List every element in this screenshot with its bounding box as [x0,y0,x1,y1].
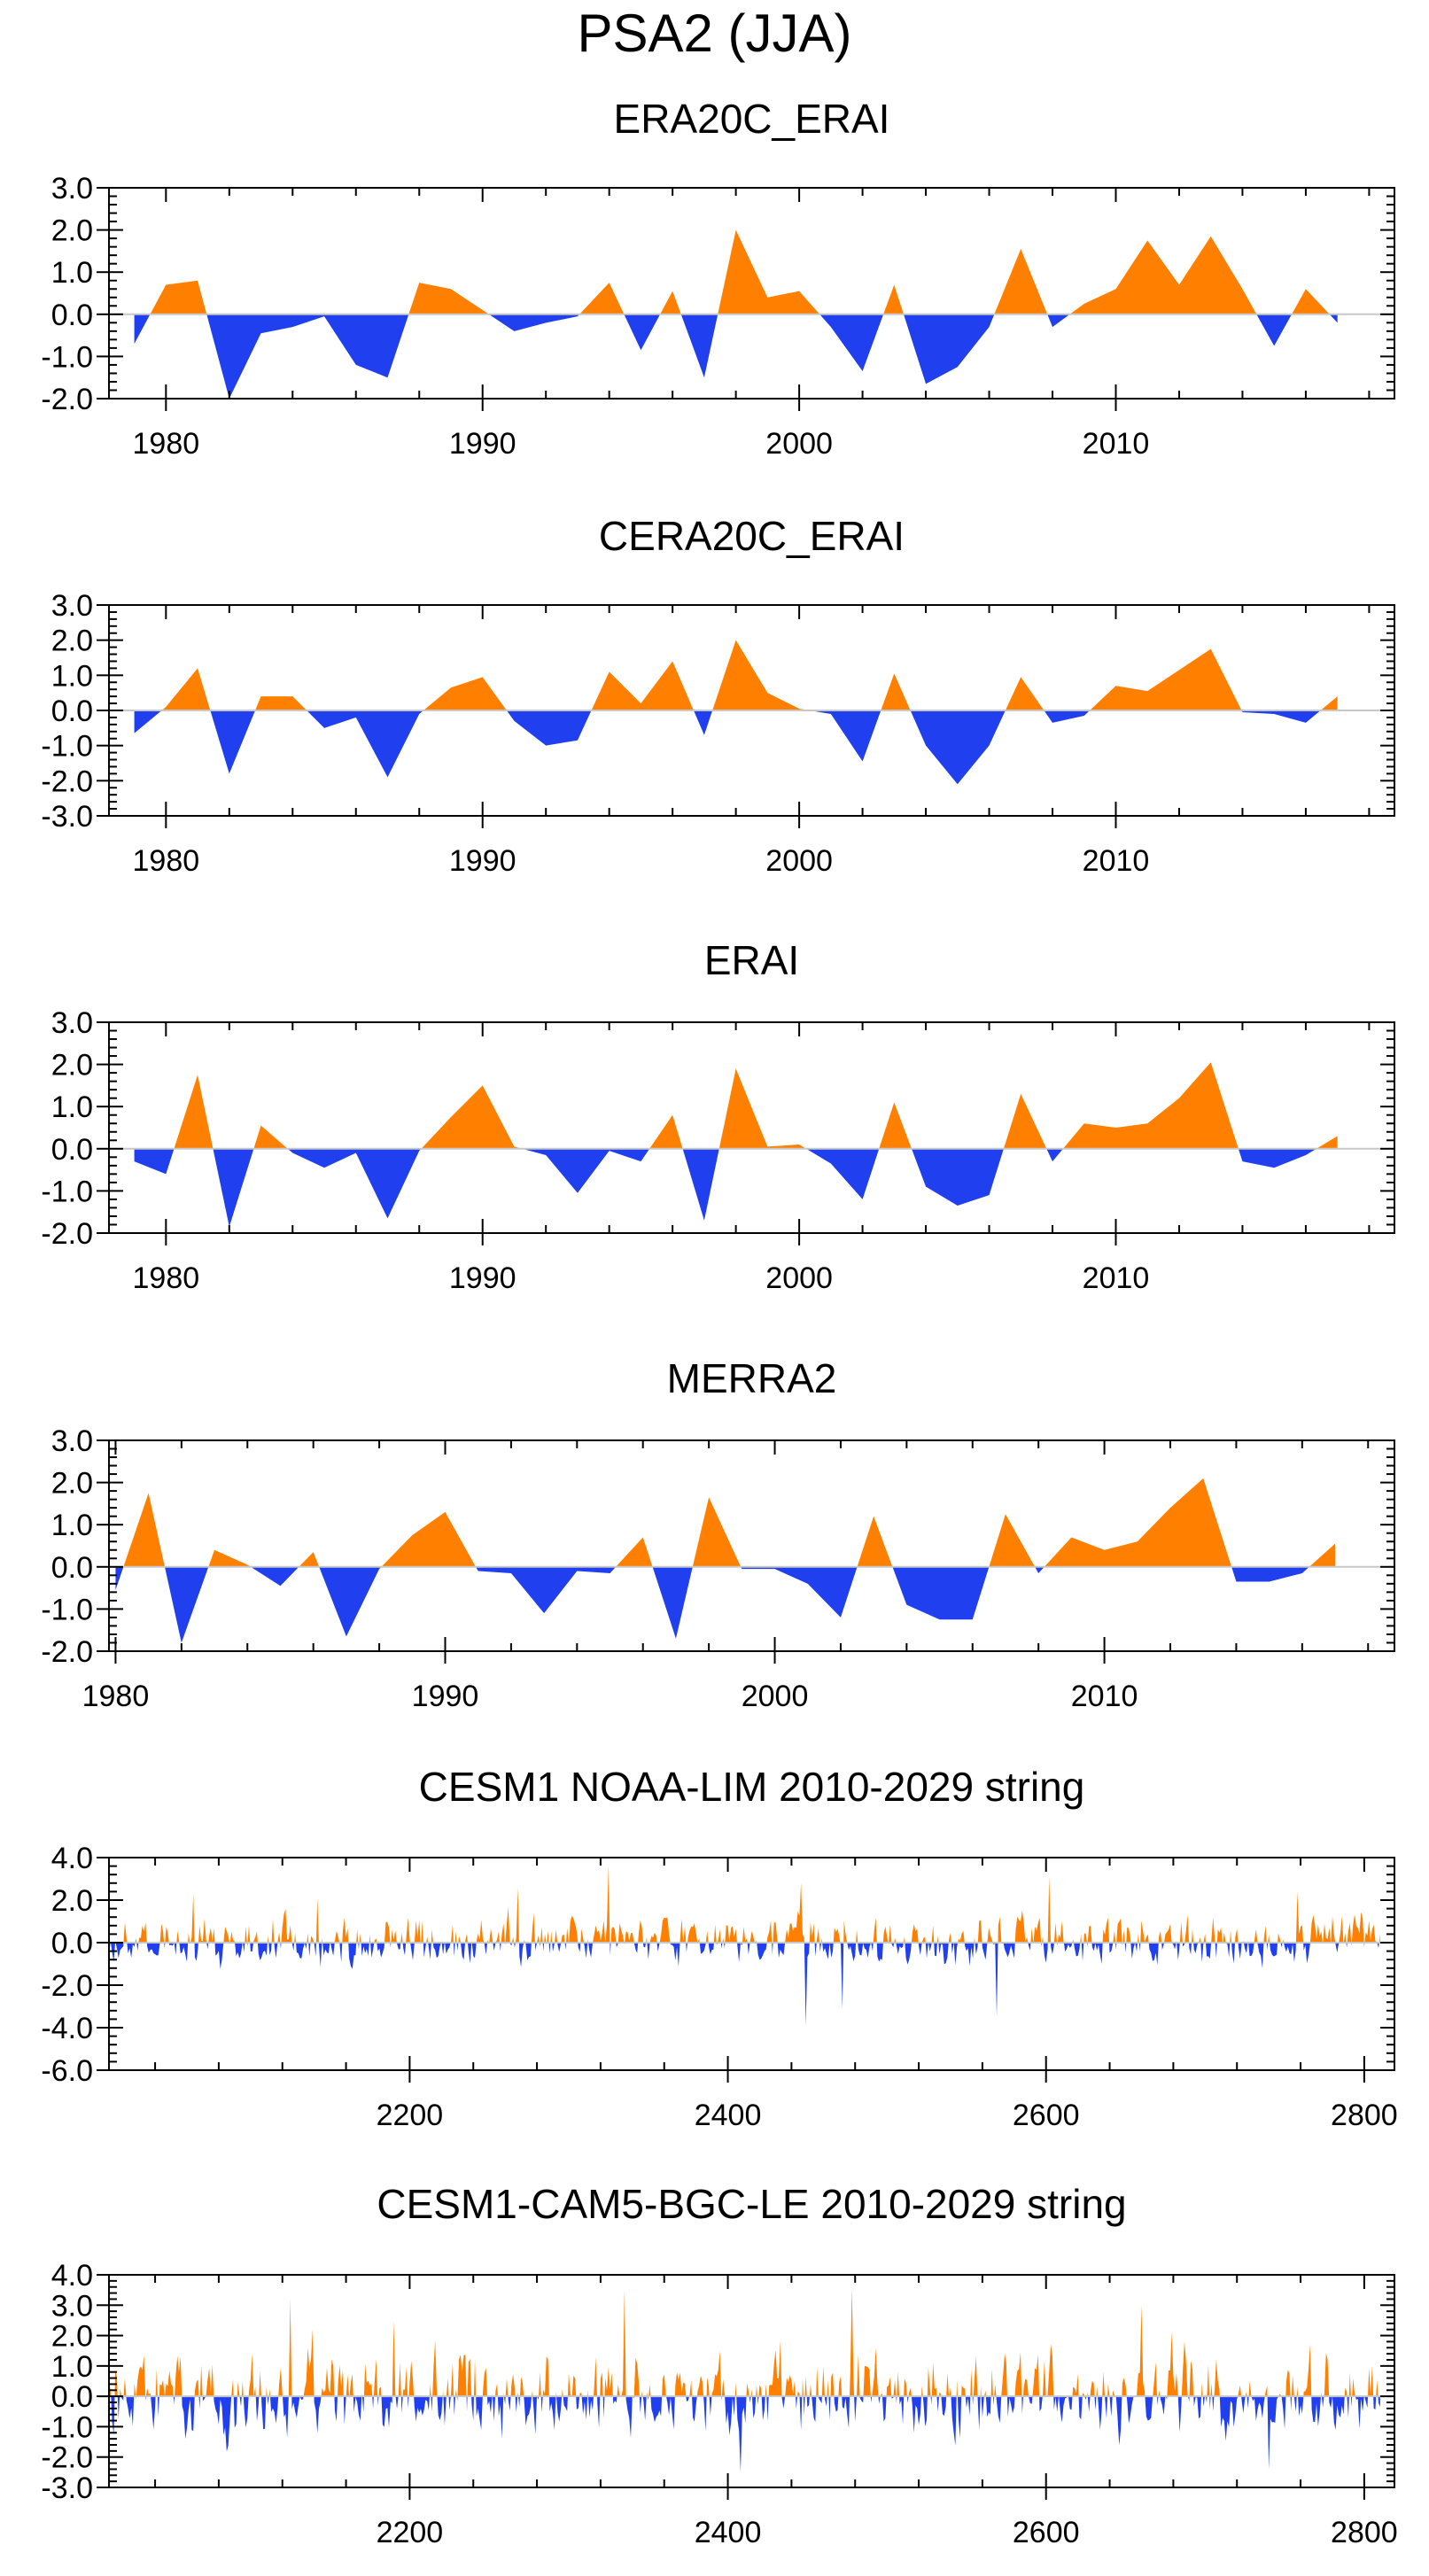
chart-title: CESM1 NOAA-LIM 2010-2029 string [419,1764,1085,1810]
y-tick-label: -1.0 [41,340,93,374]
x-tick-label: 2000 [765,844,833,878]
plot-frame [108,1021,1395,1234]
y-tick-label: -3.0 [41,2471,93,2505]
x-tick-label: 1990 [449,427,516,461]
x-tick-label: 2010 [1071,1680,1138,1713]
y-tick-label: 2.0 [51,625,93,658]
y-tick-label: -2.0 [41,1969,93,2003]
negative-area [134,314,1338,399]
y-tick-label: 4.0 [51,2259,93,2293]
x-tick-label: 1980 [133,427,200,461]
x-tick-label: 2600 [1013,2099,1080,2132]
x-tick-label: 2400 [695,2099,762,2132]
y-tick-label: -4.0 [41,2012,93,2045]
y-tick-label: 3.0 [51,1424,93,1458]
y-tick-label: 0.0 [51,2380,93,2414]
x-tick-label: 2010 [1083,844,1150,878]
negative-area [111,2396,1380,2472]
chart-title: MERRA2 [667,1355,837,1401]
y-tick-label: 1.0 [51,1090,93,1124]
chart-panel-4: MERRA2 3.0 2.0 1.0 0.0 -1.0 -2.0 1980 1990 2000 20… [41,1355,1395,1713]
y-tick-label: 1.0 [51,1509,93,1542]
negative-area [115,1566,1309,1643]
x-tick-label: 2600 [1013,2516,1080,2549]
chart-panel-2: CERA20C_ERAI 3.02.01.00.0-1.0-2.0-3.0 1980… [41,513,1395,878]
y-tick-label: -1.0 [41,1593,93,1626]
y-tick-label: -2.0 [41,383,93,416]
y-tick-label: 0.0 [51,1551,93,1585]
x-tick-label: 2010 [1083,427,1150,461]
y-tick-label: 1.0 [51,659,93,693]
y-tick-label: -2.0 [41,1635,93,1669]
plot-frame [108,1857,1395,2071]
x-tick-label: 1990 [449,844,516,878]
y-tick-label: 2.0 [51,2320,93,2354]
x-tick-label: 1980 [82,1680,150,1713]
x-tick-label: 2800 [1331,2516,1398,2549]
main-title: PSA2 (JJA) [577,4,852,63]
y-tick-label: 2.0 [51,214,93,248]
chart-title: ERA20C_ERAI [614,96,890,142]
y-tick-label: 0.0 [51,1927,93,1960]
y-tick-label: -2.0 [41,1217,93,1251]
y-tick-label: -1.0 [41,2410,93,2444]
y-tick-label: -3.0 [41,800,93,834]
chart-title: CESM1-CAM5-BGC-LE 2010-2029 string [377,2181,1126,2227]
y-tick-label: 3.0 [51,172,93,206]
y-tick-label: -1.0 [41,730,93,764]
y-tick-label: -1.0 [41,1175,93,1208]
x-tick-label: 2200 [377,2516,444,2549]
y-tick-label: -2.0 [41,2441,93,2475]
y-tick-label: -2.0 [41,764,93,798]
chart-panel-5: CESM1 NOAA-LIM 2010-2029 string 4.0 2.0 0.0… [41,1764,1397,2132]
positive-area [109,2286,1380,2397]
y-tick-label: 3.0 [51,1006,93,1040]
y-tick-label: 3.0 [51,589,93,623]
x-tick-label: 2800 [1331,2099,1398,2132]
x-tick-label: 2000 [742,1680,809,1713]
y-tick-label: 0.0 [51,299,93,332]
x-tick-label: 2000 [765,427,833,461]
plot-frame [108,1439,1395,1652]
y-tick-label: 0.0 [51,694,93,728]
chart-title: ERAI [704,937,799,983]
y-tick-label: -6.0 [41,2054,93,2088]
y-tick-label: 1.0 [51,256,93,290]
x-tick-label: 2400 [695,2516,762,2549]
plot-frame [108,2274,1395,2488]
x-tick-label: 2200 [377,2099,444,2132]
negative-area [134,710,1338,785]
positive-area [115,1478,1336,1567]
x-tick-label: 2010 [1083,1261,1150,1295]
x-tick-label: 1990 [412,1680,479,1713]
positive-area [134,1062,1338,1149]
negative-area [109,1943,1380,2026]
y-tick-label: 2.0 [51,1049,93,1082]
x-tick-label: 1980 [133,1261,200,1295]
y-tick-label: 3.0 [51,2289,93,2323]
positive-area [134,640,1338,710]
x-tick-label: 1990 [449,1261,516,1295]
positive-area [134,229,1338,314]
y-tick-label: 1.0 [51,2350,93,2384]
chart-panel-6: CESM1-CAM5-BGC-LE 2010-2029 string 4.03.0… [41,2181,1397,2549]
chart-title: CERA20C_ERAI [599,513,905,559]
y-tick-label: 2.0 [51,1884,93,1918]
chart-panel-1: ERA20C_ERAI 3.0 2.0 1.0 0.0 -1.0 -2.0 1980 1990 2… [41,96,1395,461]
chart-panel-3: ERAI 3.0 2.0 1.0 0.0 -1.0 -2.0 1980 1990 2000 2010 [41,937,1395,1295]
y-tick-label: 2.0 [51,1467,93,1501]
x-tick-label: 2000 [765,1261,833,1295]
x-tick-label: 1980 [133,844,200,878]
plot-frame [108,187,1395,400]
y-tick-label: 0.0 [51,1133,93,1167]
y-tick-label: 4.0 [51,1842,93,1875]
